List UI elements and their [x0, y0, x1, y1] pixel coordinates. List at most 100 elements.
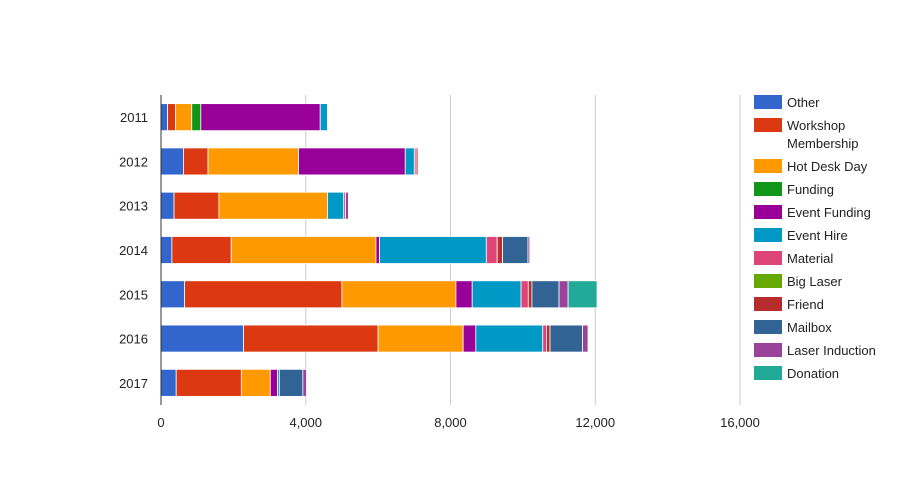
bar-segment[interactable] [496, 236, 504, 264]
axes: 0 4,000 8,000 12,000 16,000 2011 2012 2013 2014 2… [119, 95, 760, 430]
bar-segment[interactable] [549, 324, 583, 353]
legend-label: Laser Induction [787, 343, 876, 358]
bar-segment[interactable] [269, 368, 278, 397]
bars [160, 103, 598, 397]
bar-segment[interactable] [567, 280, 598, 309]
bar-segment[interactable] [471, 280, 522, 309]
bar-segment[interactable] [558, 280, 569, 309]
bar-segment[interactable] [160, 103, 168, 132]
bar-segment[interactable] [327, 191, 345, 220]
legend-swatch [754, 343, 782, 357]
bar-segment[interactable] [485, 236, 498, 264]
bar-segment[interactable] [527, 236, 531, 264]
bar-segment[interactable] [455, 280, 473, 309]
bar-segment[interactable] [160, 324, 244, 353]
bar-segment[interactable] [377, 324, 464, 353]
bar-segment[interactable] [379, 236, 487, 264]
y-tick-label: 2015 [119, 287, 148, 302]
bar-segment[interactable] [375, 236, 380, 264]
y-tick-label: 2016 [119, 332, 148, 347]
legend-swatch [754, 95, 782, 109]
legend-label: Material [787, 251, 833, 266]
bar-segment[interactable] [341, 280, 457, 309]
bar-segment[interactable] [527, 280, 533, 309]
legend-item[interactable]: Donation [754, 366, 839, 381]
bar-segment[interactable] [191, 103, 202, 132]
legend-label: Donation [787, 366, 839, 381]
bar-segment[interactable] [545, 324, 551, 353]
legend-item[interactable]: Event Funding [754, 205, 871, 220]
bar-segment[interactable] [175, 103, 193, 132]
legend-item[interactable]: Laser Induction [754, 343, 876, 358]
legend-label: Big Laser [787, 274, 843, 289]
legend[interactable]: Other Workshop Membership Hot Desk Day Fundi… [754, 95, 876, 381]
bar-segment[interactable] [200, 103, 321, 132]
legend-item[interactable]: Workshop Membership [754, 118, 859, 151]
legend-swatch [754, 320, 782, 334]
legend-swatch [754, 366, 782, 380]
bar-segment[interactable] [404, 147, 415, 176]
bar-segment[interactable] [230, 236, 377, 264]
legend-swatch [754, 251, 782, 265]
legend-label: Funding [787, 182, 834, 197]
y-tick-label: 2012 [119, 154, 148, 169]
bar-segment[interactable] [160, 191, 175, 220]
legend-label: Other [787, 95, 820, 110]
legend-item[interactable]: Material [754, 251, 833, 266]
x-tick-label: 16,000 [720, 415, 760, 430]
bar-segment[interactable] [531, 280, 560, 309]
legend-item[interactable]: Mailbox [754, 320, 832, 335]
bar-segment[interactable] [542, 324, 547, 353]
bar-segment[interactable] [345, 191, 349, 220]
bar-segment[interactable] [160, 147, 184, 176]
legend-swatch [754, 159, 782, 173]
legend-swatch [754, 274, 782, 288]
bar-segment[interactable] [207, 147, 299, 176]
legend-item[interactable]: Other [754, 95, 820, 110]
bar-segment[interactable] [160, 368, 177, 397]
legend-label: Event Hire [787, 228, 848, 243]
bar-segment[interactable] [167, 103, 176, 132]
y-tick-label: 2013 [119, 199, 148, 214]
bar-segment[interactable] [218, 191, 328, 220]
legend-swatch [754, 118, 782, 132]
legend-swatch [754, 205, 782, 219]
legend-swatch [754, 182, 782, 196]
legend-swatch [754, 228, 782, 242]
bar-segment[interactable] [302, 368, 307, 397]
y-tick-label: 2017 [119, 376, 148, 391]
bar-segment[interactable] [415, 147, 419, 176]
bar-segment[interactable] [278, 368, 304, 397]
bar-segment[interactable] [173, 191, 220, 220]
legend-label: Hot Desk Day [787, 159, 868, 174]
y-tick-label: 2011 [120, 110, 148, 125]
bar-segment[interactable] [183, 147, 209, 176]
legend-item[interactable]: Big Laser [754, 274, 843, 289]
x-tick-label: 8,000 [434, 415, 467, 430]
bar-segment[interactable] [160, 280, 185, 309]
bar-segment[interactable] [184, 280, 343, 309]
bar-segment[interactable] [520, 280, 529, 309]
bar-segment[interactable] [462, 324, 477, 353]
bar-segment[interactable] [171, 236, 232, 264]
bar-segment[interactable] [175, 368, 242, 397]
legend-item[interactable]: Event Hire [754, 228, 848, 243]
legend-item[interactable]: Funding [754, 182, 834, 197]
bar-segment[interactable] [298, 147, 406, 176]
bar-segment[interactable] [582, 324, 589, 353]
legend-item[interactable]: Hot Desk Day [754, 159, 868, 174]
y-tick-label: 2014 [119, 243, 148, 258]
bar-segment[interactable] [319, 103, 328, 132]
bar-segment[interactable] [475, 324, 544, 353]
x-tick-label: 4,000 [289, 415, 322, 430]
legend-label: Event Funding [787, 205, 871, 220]
legend-label: Friend [787, 297, 824, 312]
bar-segment[interactable] [160, 236, 173, 264]
bar-segment[interactable] [240, 368, 271, 397]
legend-item[interactable]: Friend [754, 297, 824, 312]
legend-swatch [754, 297, 782, 311]
bar-segment[interactable] [502, 236, 529, 264]
bar-segment[interactable] [243, 324, 379, 353]
x-tick-label: 0 [157, 415, 164, 430]
